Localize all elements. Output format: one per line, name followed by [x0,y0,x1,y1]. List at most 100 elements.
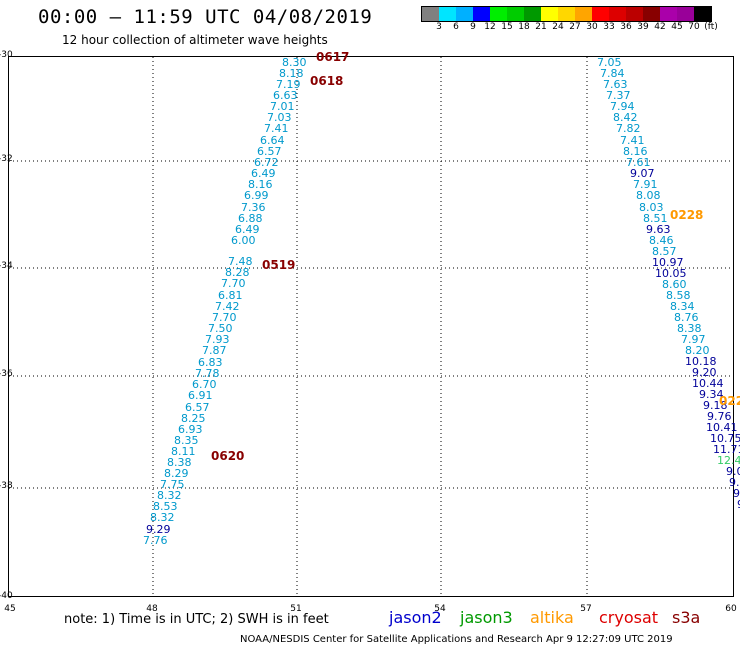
wave-height-value: 8.32 [150,511,175,524]
wave-height-value: 10.44 [692,377,724,390]
wave-height-value: 7.70 [221,277,246,290]
wave-height-value: 7.75 [160,478,185,491]
pass-time: 0618 [310,74,344,88]
wave-height-value: 9. [729,476,740,489]
scale-label: 9 [470,22,476,32]
wave-height-value: 7.37 [606,89,631,102]
lat-tick: -38 [0,481,13,491]
wave-height-value: 8.29 [164,467,189,480]
wave-height-value: 7.36 [241,201,266,214]
scale-swatch [694,7,711,21]
wave-height-value: 9.34 [699,388,724,401]
wave-height-value: 7.61 [626,156,651,169]
lon-tick: 51 [290,604,302,614]
pass-time: 0519 [262,258,296,272]
wave-height-value: 6.70 [192,378,217,391]
wave-height-value: 9.29 [146,523,171,536]
lat-tick: -34 [0,261,13,271]
lon-tick: 54 [434,604,446,614]
wave-height-value: 8.53 [153,500,178,513]
scale-label: 3 [436,22,442,32]
pass-time: 0620 [211,449,245,463]
wave-height-value: 7.41 [264,122,289,135]
wave-height-value: 7.41 [620,134,645,147]
scale-label: 70 [688,22,700,32]
wave-height-value: 7.94 [610,100,635,113]
wave-height-value: 8.08 [636,189,661,202]
wave-height-value: 7.93 [205,333,230,346]
wave-height-value: 10.75 [710,432,740,445]
wave-height-value: 6.91 [188,389,213,402]
scale-swatch [524,7,541,21]
wave-height-value: 7.70 [212,311,237,324]
color-scale [421,6,712,22]
wave-height-value: 9 [737,499,740,510]
wave-height-value: 6.88 [238,212,263,225]
wave-height-value: 6.72 [254,156,279,169]
footer-credit: NOAA/NESDIS Center for Satellite Applica… [240,634,673,645]
map-frame [8,56,734,597]
wave-height-value: 8.51 [643,212,668,225]
wave-height-value: 7.91 [633,178,658,191]
wave-height-value: 10.41 [706,421,738,434]
lat-tick: -40 [0,591,13,601]
scale-swatch [456,7,473,21]
wave-height-value: 12.4 [717,454,740,467]
scale-label: (ft) [704,22,718,32]
wave-height-value: 6.57 [257,145,282,158]
wave-height-value: 7.05 [597,56,622,69]
wave-height-value: 8.34 [670,300,695,313]
scale-label: 33 [603,22,615,32]
wave-height-value: 9.07 [630,167,655,180]
scale-swatch [558,7,575,21]
note-text: note: 1) Time is in UTC; 2) SWH is in fe… [64,612,329,627]
pass-time: 022 [719,394,740,408]
wave-height-value: 9.18 [703,399,728,412]
wave-height-value: 7.87 [202,344,227,357]
satellite-label: jason3 [460,608,513,627]
wave-height-value: 6.93 [178,423,203,436]
wave-height-value: 7.76 [143,534,168,547]
wave-height-value: 8.18 [279,67,304,80]
scale-swatch [609,7,626,21]
wave-height-value: 10.97 [652,256,684,269]
pass-time: 0617 [316,50,350,64]
wave-height-value: 7.01 [270,100,295,113]
lat-tick: -32 [0,154,13,164]
wave-height-value: 8.60 [662,278,687,291]
scale-swatch [677,7,694,21]
satellite-label: jason2 [389,608,442,627]
wave-height-value: 8.42 [613,111,638,124]
wave-height-value: 7.82 [616,122,641,135]
scale-label: 42 [654,22,666,32]
wave-height-value: 7.97 [681,333,706,346]
lat-tick: -36 [0,369,13,379]
wave-height-value: 11.71 [713,443,740,456]
color-scale-labels: 3 6 9 12 15 18 21 24 27 30 33 36 39 42 45 70 (ft) [421,22,740,34]
wave-height-value: 8.32 [157,489,182,502]
lon-tick: 45 [4,604,16,614]
lon-tick: 60 [725,604,737,614]
wave-height-value: 8.25 [181,412,206,425]
wave-height-value: 8.20 [685,344,710,357]
wave-height-value: 7.63 [603,78,628,91]
wave-height-value: 8.57 [652,245,677,258]
scale-label: 21 [535,22,547,32]
scale-swatch [575,7,592,21]
pass-time: 0228 [670,208,704,222]
scale-label: 36 [620,22,632,32]
scale-swatch [439,7,456,21]
scale-label: 45 [671,22,683,32]
satellite-label: altika [530,608,574,627]
scale-label: 39 [637,22,649,32]
wave-height-value: 8.46 [649,234,674,247]
wave-height-value: 6.63 [273,89,298,102]
scale-label: 6 [453,22,459,32]
lon-tick: 48 [146,604,158,614]
wave-height-value: 8.35 [174,434,199,447]
wave-height-value: 8.76 [674,311,699,324]
wave-height-value: 10.05 [655,267,687,280]
wave-height-value: 7.19 [276,78,301,91]
lon-tick: 57 [580,604,592,614]
scale-swatch [490,7,507,21]
